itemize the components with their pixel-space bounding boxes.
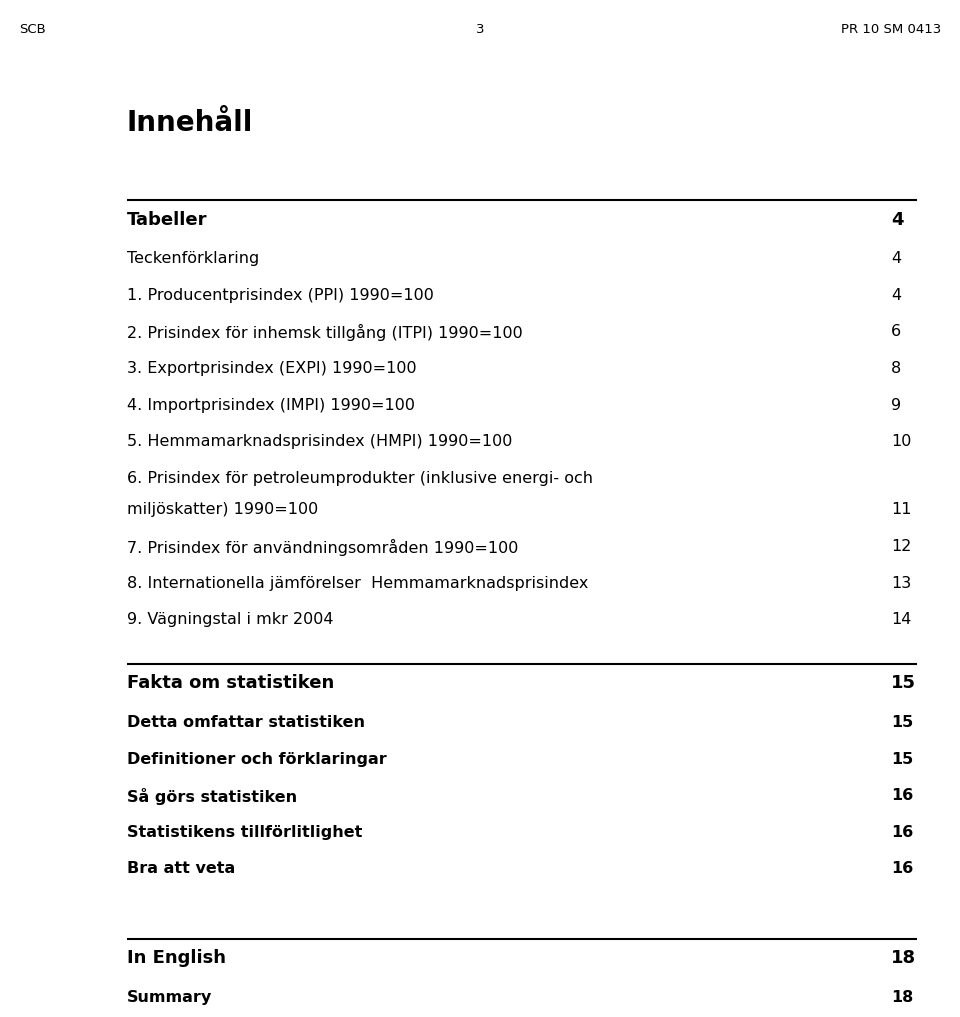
Text: Summary: Summary bbox=[127, 990, 212, 1005]
Text: Detta omfattar statistiken: Detta omfattar statistiken bbox=[127, 715, 365, 730]
Text: 11: 11 bbox=[891, 502, 911, 518]
Text: 5. Hemmamarknadsprisindex (HMPI) 1990=100: 5. Hemmamarknadsprisindex (HMPI) 1990=10… bbox=[127, 434, 512, 450]
Text: 12: 12 bbox=[891, 539, 911, 554]
Text: 9: 9 bbox=[891, 398, 901, 413]
Text: PR 10 SM 0413: PR 10 SM 0413 bbox=[841, 23, 941, 37]
Text: miljöskatter) 1990=100: miljöskatter) 1990=100 bbox=[127, 502, 318, 518]
Text: Fakta om statistiken: Fakta om statistiken bbox=[127, 674, 334, 693]
Text: Definitioner och förklaringar: Definitioner och förklaringar bbox=[127, 752, 387, 767]
Text: 13: 13 bbox=[891, 576, 911, 591]
Text: 18: 18 bbox=[891, 990, 913, 1005]
Text: In English: In English bbox=[127, 949, 226, 967]
Text: 4: 4 bbox=[891, 288, 901, 303]
Text: 3: 3 bbox=[476, 23, 484, 37]
Text: Statistikens tillförlitlighet: Statistikens tillförlitlighet bbox=[127, 825, 362, 840]
Text: 1. Producentprisindex (PPI) 1990=100: 1. Producentprisindex (PPI) 1990=100 bbox=[127, 288, 434, 303]
Text: 15: 15 bbox=[891, 674, 916, 693]
Text: 2. Prisindex för inhemsk tillgång (ITPI) 1990=100: 2. Prisindex för inhemsk tillgång (ITPI)… bbox=[127, 324, 522, 342]
Text: Innehåll: Innehåll bbox=[127, 109, 253, 137]
Text: Bra att veta: Bra att veta bbox=[127, 861, 235, 877]
Text: 3. Exportprisindex (EXPI) 1990=100: 3. Exportprisindex (EXPI) 1990=100 bbox=[127, 361, 417, 376]
Text: 4: 4 bbox=[891, 211, 903, 229]
Text: 4. Importprisindex (IMPI) 1990=100: 4. Importprisindex (IMPI) 1990=100 bbox=[127, 398, 415, 413]
Text: 18: 18 bbox=[891, 949, 916, 967]
Text: Tabeller: Tabeller bbox=[127, 211, 207, 229]
Text: 10: 10 bbox=[891, 434, 911, 450]
Text: 6. Prisindex för petroleumprodukter (inklusive energi- och: 6. Prisindex för petroleumprodukter (ink… bbox=[127, 471, 592, 486]
Text: 15: 15 bbox=[891, 752, 913, 767]
Text: SCB: SCB bbox=[19, 23, 46, 37]
Text: 6: 6 bbox=[891, 324, 901, 340]
Text: 8: 8 bbox=[891, 361, 901, 376]
Text: 8. Internationella jämförelser  Hemmamarknadsprisindex: 8. Internationella jämförelser Hemmamark… bbox=[127, 576, 588, 591]
Text: 15: 15 bbox=[891, 715, 913, 730]
Text: 16: 16 bbox=[891, 788, 913, 803]
Text: 16: 16 bbox=[891, 825, 913, 840]
Text: 7. Prisindex för användningsområden 1990=100: 7. Prisindex för användningsområden 1990… bbox=[127, 539, 518, 556]
Text: Teckenförklaring: Teckenförklaring bbox=[127, 251, 259, 266]
Text: 9. Vägningstal i mkr 2004: 9. Vägningstal i mkr 2004 bbox=[127, 612, 333, 627]
Text: 4: 4 bbox=[891, 251, 901, 266]
Text: Så görs statistiken: Så görs statistiken bbox=[127, 788, 297, 805]
Text: 16: 16 bbox=[891, 861, 913, 877]
Text: 14: 14 bbox=[891, 612, 911, 627]
